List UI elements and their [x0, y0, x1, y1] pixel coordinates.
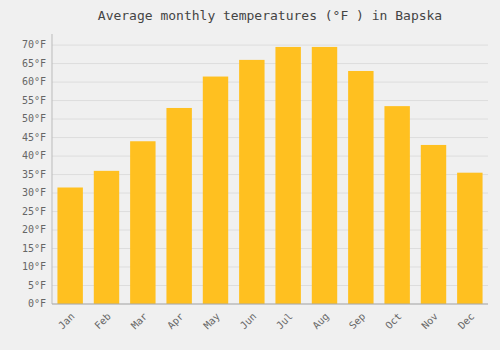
bar	[421, 145, 446, 304]
y-tick-label: 5°F	[28, 280, 46, 291]
x-tick-label: Nov	[419, 311, 440, 332]
grid-line	[52, 100, 488, 101]
y-tick-label: 55°F	[22, 95, 46, 106]
grid-line	[52, 304, 488, 305]
bar	[457, 173, 482, 304]
y-tick-label: 25°F	[22, 206, 46, 217]
x-tick-label: Mar	[129, 311, 150, 332]
y-ticks: 0°F 5°F 10°F 15°F 20°F 25°F 30°F 35°F 40°F 45°F 50…	[22, 39, 46, 309]
y-tick-label: 65°F	[22, 58, 46, 69]
y-tick-label: 10°F	[22, 261, 46, 272]
grid-line	[52, 82, 488, 83]
bar	[312, 47, 337, 304]
x-tick-label: Sep	[347, 311, 368, 332]
grid-line	[52, 45, 488, 46]
bar	[275, 47, 300, 304]
x-tick-label: May	[201, 311, 222, 332]
y-tick-label: 70°F	[22, 39, 46, 50]
y-tick-label: 20°F	[22, 224, 46, 235]
x-axis-line	[52, 304, 488, 305]
y-tick-label: 50°F	[22, 113, 46, 124]
y-tick-label: 40°F	[22, 150, 46, 161]
chart-container: 0°F 5°F 10°F 15°F 20°F 25°F 30°F 35°F 40°F 45°F 50…	[0, 0, 500, 350]
x-tick-label: Jan	[56, 311, 77, 332]
chart-svg: 0°F 5°F 10°F 15°F 20°F 25°F 30°F 35°F 40°F 45°F 50…	[0, 0, 500, 350]
y-tick-label: 35°F	[22, 169, 46, 180]
x-tick-label: Oct	[383, 311, 404, 332]
title: Average monthly temperatures (°F ) in Ba…	[98, 8, 442, 23]
x-tick-label: Aug	[310, 311, 331, 332]
x-tick-label: Jul	[274, 311, 295, 332]
y-axis-line	[52, 34, 53, 304]
y-tick-label: 0°F	[28, 298, 46, 309]
y-tick-label: 45°F	[22, 132, 46, 143]
bars	[57, 47, 482, 304]
bar	[57, 187, 82, 304]
y-tick-label: 60°F	[22, 76, 46, 87]
grid-line	[52, 63, 488, 64]
x-tick-label: Jun	[238, 311, 259, 332]
y-tick-label: 30°F	[22, 187, 46, 198]
x-tick-label: Dec	[456, 311, 477, 332]
bar	[203, 77, 228, 304]
x-tick-label: Feb	[92, 311, 113, 332]
bar	[130, 141, 155, 304]
bar	[239, 60, 264, 304]
grid-line	[52, 119, 488, 120]
bar	[94, 171, 119, 304]
grid	[52, 45, 488, 304]
background	[0, 0, 500, 350]
x-tick-label: Apr	[165, 311, 186, 332]
x-ticks: Jan Feb Mar Apr May Jun Jul Aug Sep Oct Nov Dec	[56, 311, 476, 332]
grid-line	[52, 137, 488, 138]
bar	[384, 106, 409, 304]
y-tick-label: 15°F	[22, 243, 46, 254]
bar	[166, 108, 191, 304]
bar	[348, 71, 373, 304]
